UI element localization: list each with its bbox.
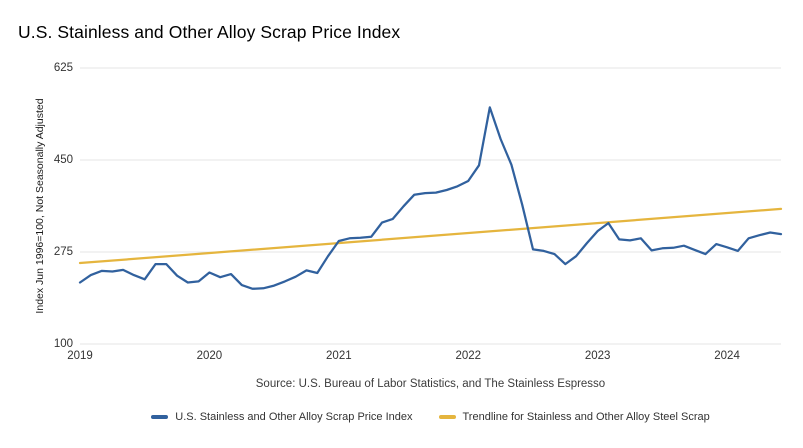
x-tick-label-2024: 2024 — [714, 350, 740, 362]
legend-label-price-index: U.S. Stainless and Other Alloy Scrap Pri… — [175, 411, 413, 423]
price-index-line — [78, 106, 783, 290]
y-axis-title: Index Jun 1996=100, Not Seasonally Adjus… — [34, 98, 46, 314]
legend-item-trendline: Trendline for Stainless and Other Alloy … — [438, 411, 710, 423]
x-tick-label-2021: 2021 — [326, 350, 352, 362]
y-tick-label-625: 625 — [53, 62, 73, 74]
legend: U.S. Stainless and Other Alloy Scrap Pri… — [80, 411, 781, 423]
source-note: Source: U.S. Bureau of Labor Statistics,… — [255, 378, 606, 390]
x-tick-label-2022: 2022 — [455, 350, 482, 362]
x-tick-label-2020: 2020 — [196, 350, 223, 362]
legend-dash-blue-icon — [151, 415, 169, 419]
x-tick-label-2023: 2023 — [584, 350, 611, 362]
y-tick-label-450: 450 — [53, 154, 73, 166]
y-tick-label-100: 100 — [53, 338, 73, 350]
trendline — [78, 207, 783, 265]
x-tick-label-2019: 2019 — [67, 350, 93, 362]
chart-title: U.S. Stainless and Other Alloy Scrap Pri… — [18, 22, 401, 42]
legend-label-trendline: Trendline for Stainless and Other Alloy … — [462, 411, 710, 423]
legend-item-price-index: U.S. Stainless and Other Alloy Scrap Pri… — [151, 411, 413, 423]
y-tick-label-275: 275 — [53, 246, 73, 258]
legend-dash-gold-icon — [438, 415, 456, 419]
